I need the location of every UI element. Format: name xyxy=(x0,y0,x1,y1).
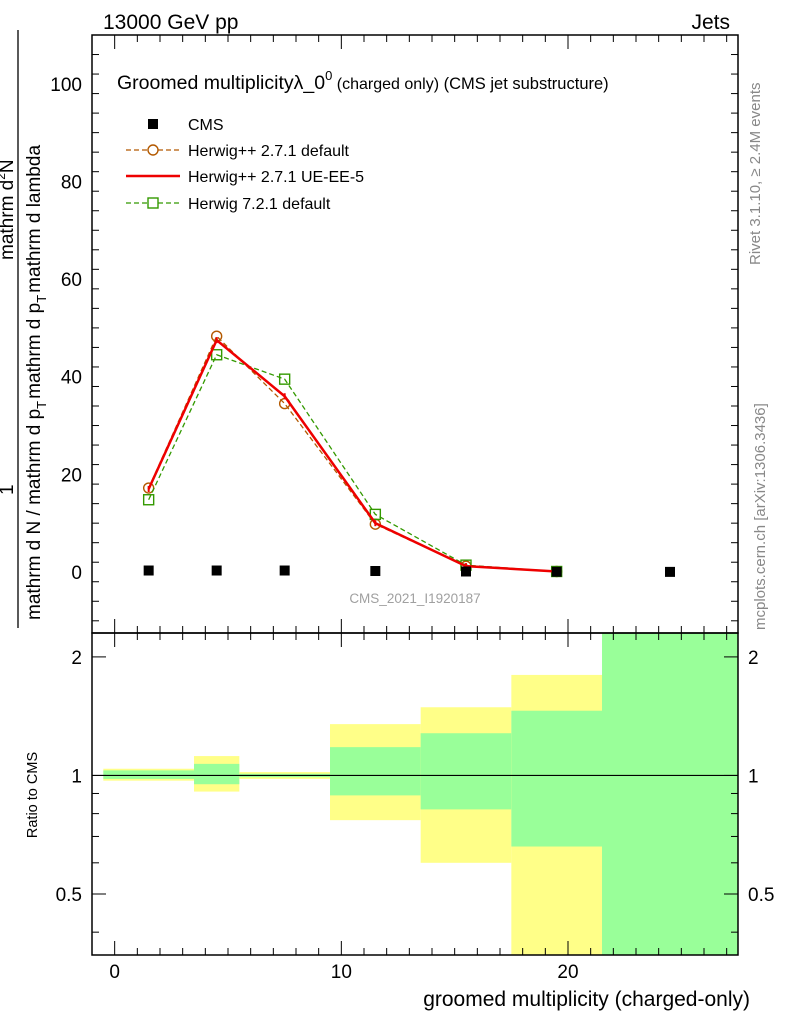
rivet-label: Rivet 3.1.10, ≥ 2.4M events xyxy=(747,83,764,266)
series-layer xyxy=(142,330,675,578)
legend-marker-cms xyxy=(148,119,158,129)
cms-data-point xyxy=(279,565,290,576)
ylabel-den: mathrm d N / mathrm d p xyxy=(24,409,45,620)
chart-title-main: Groomed multiplicityλ_0 xyxy=(117,72,325,94)
header-left: 13000 GeV pp xyxy=(103,11,238,34)
ratio-y-tick-label-right: 1 xyxy=(748,766,759,787)
ratio-band-green-1 xyxy=(194,763,240,785)
ratio-y-tick-label-right: 2 xyxy=(748,648,759,669)
ratio-y-tick-label-right: 0.5 xyxy=(748,885,774,906)
cms-data-point xyxy=(211,565,222,576)
herwig-721-default-point xyxy=(278,373,291,385)
ratio-band-green-3 xyxy=(330,747,421,796)
y-tick-label: 20 xyxy=(61,465,82,486)
x-tick-label: 20 xyxy=(557,962,578,983)
series-line-2 xyxy=(147,338,557,573)
svg-text:mathrm d2N: mathrm d2N xyxy=(0,159,18,260)
ylabel-frac-top: mathrm d xyxy=(0,180,18,260)
ratio-band-green-5 xyxy=(511,710,602,847)
ylabel-main-sub: T xyxy=(34,295,49,303)
header-right: Jets xyxy=(691,11,730,34)
cms-data-point xyxy=(143,565,154,576)
ratio-y-tick-label-left: 1 xyxy=(71,766,82,787)
mcplots-label: mcplots.cern.ch [arXiv:1306.3436] xyxy=(752,403,769,630)
ratio-ylabel: Ratio to CMS xyxy=(25,752,41,838)
cms-data-point xyxy=(665,566,675,577)
analysis-watermark: CMS_2021_I1920187 xyxy=(349,591,480,606)
legend-label-2: Herwig++ 2.7.1 UE-EE-5 xyxy=(188,169,364,186)
axis-ticks xyxy=(91,35,738,955)
rivet-text: Rivet 3.1.10, ≥ 2.4M events xyxy=(747,83,764,266)
ratio-y-axis-label: Ratio to CMS xyxy=(25,752,41,838)
series-line-1 xyxy=(148,335,557,573)
cms-data-point xyxy=(551,566,562,577)
ratio-y-tick-label-left: 2 xyxy=(71,648,82,669)
ylabel-frac-top-end: N xyxy=(0,159,18,173)
x-tick-label: 10 xyxy=(331,962,352,983)
legend-label-0: CMS xyxy=(188,117,224,134)
x-axis-label: groomed multiplicity (charged-only) xyxy=(423,988,750,1011)
ylabel-frac-bot: mathrm d lambda xyxy=(24,145,45,293)
y-axis-label-top: mathrm d2N xyxy=(0,159,18,260)
ratio-band-green-6 xyxy=(602,633,738,955)
y-axis-label-numerator: 1 xyxy=(0,484,18,495)
series-line-3 xyxy=(148,353,557,573)
y-tick-label: 80 xyxy=(61,172,82,193)
ratio-y-tick-label-left: 0.5 xyxy=(56,885,82,906)
ratio-plot-frame xyxy=(91,632,739,956)
mcplots-text: mcplots.cern.ch [arXiv:1306.3436] xyxy=(752,403,769,630)
ylabel-num: 1 xyxy=(0,484,18,495)
legend-marker-circle xyxy=(147,144,159,156)
herwig-721-default-point xyxy=(142,494,155,506)
y-tick-label: 60 xyxy=(61,270,82,291)
ylabel-den-sub: T xyxy=(34,401,49,409)
x-tick-label: 0 xyxy=(109,962,120,983)
chart-title: Groomed multiplicityλ_00 (charged only) … xyxy=(117,68,609,94)
ratio-band-green-0 xyxy=(103,770,194,779)
chart-title-suffix: (CMS jet substructure) xyxy=(439,75,609,93)
svg-text:mathrm d N / mathrm d pTmathrm: mathrm d N / mathrm d pTmathrm d pTmathr… xyxy=(24,145,49,620)
y-tick-label: 40 xyxy=(61,368,82,389)
ylabel-main: mathrm d p xyxy=(24,303,45,399)
ratio-band-green-4 xyxy=(420,733,512,810)
legend-label-3: Herwig 7.2.1 default xyxy=(188,196,331,213)
herwig-721-default-point xyxy=(210,349,223,361)
ylabel-frac-top-sup: 2 xyxy=(0,173,8,180)
legend: CMS Herwig++ 2.7.1 default Herwig++ 2.7.1 … xyxy=(126,117,364,213)
cms-data-point xyxy=(461,566,471,577)
legend-label-1: Herwig++ 2.7.1 default xyxy=(188,143,350,160)
axis-tick-labels: 0 10 20 0 20 40 60 80 100 0.5 0.5 1 1 2 2 xyxy=(50,75,774,983)
ratio-bands xyxy=(103,633,738,955)
y-axis-label: mathrm d N / mathrm d pTmathrm d pTmathr… xyxy=(24,145,49,620)
y-tick-label: 0 xyxy=(71,563,82,584)
chart-title-sup: 0 xyxy=(325,68,332,83)
legend-marker-square xyxy=(147,197,159,209)
cms-data-point xyxy=(370,566,381,577)
chart-title-small: (charged only) xyxy=(332,76,439,93)
y-tick-label: 100 xyxy=(50,75,82,96)
